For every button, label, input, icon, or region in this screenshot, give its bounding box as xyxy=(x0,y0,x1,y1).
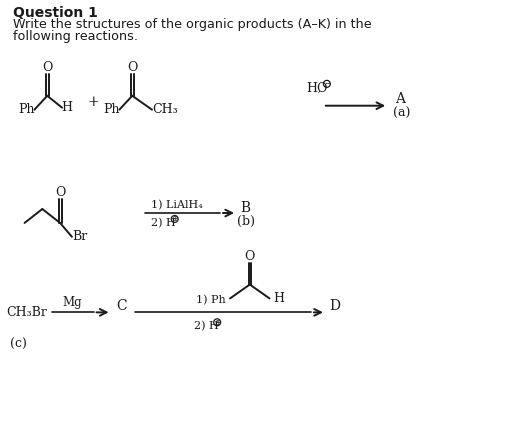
Text: H: H xyxy=(61,101,73,114)
Text: 1) Ph: 1) Ph xyxy=(196,295,226,306)
Text: +: + xyxy=(88,95,99,109)
Text: 2) H: 2) H xyxy=(151,218,176,228)
Text: HO: HO xyxy=(306,82,328,95)
Text: (c): (c) xyxy=(10,338,27,351)
Text: O: O xyxy=(42,62,52,74)
Text: O: O xyxy=(127,62,137,74)
Text: (b): (b) xyxy=(237,214,255,227)
Text: Br: Br xyxy=(72,230,88,244)
Text: Mg: Mg xyxy=(62,296,82,309)
Text: CH₃Br: CH₃Br xyxy=(6,306,47,319)
Text: Ph: Ph xyxy=(18,103,35,116)
Text: O: O xyxy=(245,250,255,263)
Text: A: A xyxy=(395,92,405,106)
Text: ⊕: ⊕ xyxy=(172,214,178,223)
Text: following reactions.: following reactions. xyxy=(13,30,138,43)
Text: ′: ′ xyxy=(318,91,320,101)
Text: (a): (a) xyxy=(393,107,411,120)
Text: Question 1: Question 1 xyxy=(13,6,98,21)
Text: −: − xyxy=(324,79,330,88)
Text: H: H xyxy=(273,292,285,305)
Text: 2) H: 2) H xyxy=(195,321,219,331)
Text: 1) LiAlH₄: 1) LiAlH₄ xyxy=(151,200,203,210)
Text: B: B xyxy=(241,201,251,215)
Text: CH₃: CH₃ xyxy=(152,103,178,116)
Text: C: C xyxy=(116,300,126,313)
Text: Write the structures of the organic products (A–K) in the: Write the structures of the organic prod… xyxy=(13,18,371,31)
Text: D: D xyxy=(329,300,340,313)
Text: O: O xyxy=(55,186,66,199)
Text: ⊕: ⊕ xyxy=(214,318,220,327)
Text: Ph: Ph xyxy=(103,103,120,116)
